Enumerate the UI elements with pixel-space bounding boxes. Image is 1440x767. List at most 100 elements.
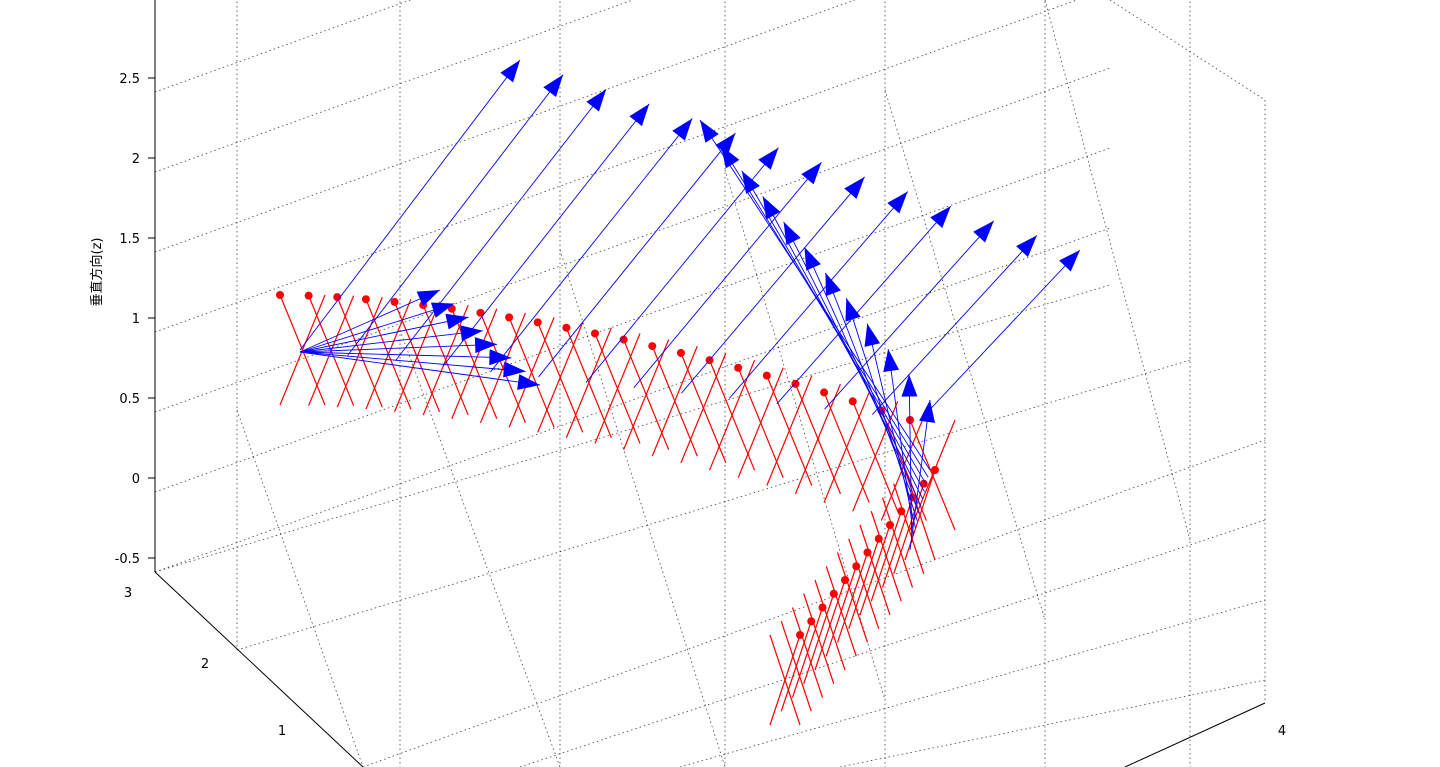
red-foot-marker [931, 466, 939, 474]
grid-line-back-3 [154, 0, 1078, 333]
x-tick-label: 4 [1278, 724, 1286, 739]
y-tick-label: 2 [201, 657, 209, 672]
z-tick-label: -0.5 [115, 552, 140, 567]
red-foot-marker [762, 371, 771, 380]
axes [154, 0, 1266, 767]
red-foot-marker [476, 308, 485, 317]
blue-arrow-shaft [299, 330, 483, 353]
grid-line-floor-x-5 [839, 679, 1266, 767]
blue-arrow-shaft [299, 289, 441, 353]
blue-arrow-shaft [490, 118, 693, 372]
blue-arrowhead [825, 272, 841, 297]
red-leg-line [451, 308, 498, 419]
red-foot-marker [533, 318, 542, 327]
blue-arrow-shaft [825, 272, 920, 514]
grid-lines [154, 0, 1266, 767]
red-leg-line [769, 634, 801, 726]
blue-arrow-series [299, 59, 1081, 551]
blue-arrow-shaft [299, 343, 498, 353]
red-foot-marker [791, 379, 800, 388]
z-tick-label: 1.5 [119, 232, 140, 247]
blue-arrowhead [801, 162, 822, 185]
z-tick-label: 0.5 [119, 392, 140, 407]
blue-arrow-shaft [887, 349, 915, 536]
red-foot-marker [807, 617, 816, 626]
grid-line-floor-x-3 [519, 519, 1266, 767]
red-foot-marker [919, 479, 928, 488]
red-leg-line [823, 392, 870, 503]
red-leg-line [836, 552, 869, 643]
blue-arrow-shaft [299, 351, 526, 372]
blue-arrowhead [700, 120, 719, 143]
z-tick-label: 0 [132, 472, 140, 487]
blue-arrowhead [715, 133, 736, 156]
blue-arrowhead [586, 89, 607, 112]
red-leg-line [393, 301, 441, 413]
grid-line-floor-x-1 [236, 359, 1191, 651]
blue-arrow-shaft [741, 170, 927, 485]
red-leg-line [508, 317, 555, 428]
red-foot-marker [863, 548, 872, 557]
blue-arrow-shaft [395, 88, 607, 362]
y-axis-line [154, 571, 364, 767]
grid-line-floor-y-4 [884, 89, 1046, 621]
blue-arrow-shaft [919, 249, 1081, 421]
red-foot-marker [648, 342, 657, 351]
blue-arrow-shaft [824, 220, 995, 410]
blue-arrowhead [445, 313, 469, 330]
blue-arrowhead [672, 118, 693, 141]
grid-line-floor-y-0 [236, 409, 364, 767]
red-leg-line [825, 566, 857, 657]
x-axis-line [1124, 702, 1266, 767]
red-leg-line [848, 538, 880, 629]
blue-arrowhead [629, 103, 650, 127]
red-foot-marker [796, 631, 804, 639]
blue-arrow-shaft [762, 196, 925, 493]
blue-arrowhead [741, 170, 760, 194]
blue-arrow-shaft [299, 303, 455, 353]
blue-arrowhead [1059, 250, 1080, 272]
blue-arrowhead [783, 221, 801, 246]
blue-arrow-shaft [783, 221, 924, 500]
blue-arrowhead [864, 323, 881, 347]
red-foot-marker [886, 521, 894, 529]
red-leg-line [803, 593, 835, 684]
z-tick-label: 1 [132, 312, 140, 327]
blue-arrow-shaft [804, 247, 922, 507]
z-tick-label: 2.5 [119, 72, 140, 87]
blue-arrowhead [543, 74, 564, 97]
red-leg-line [680, 352, 727, 464]
blue-arrowhead [430, 302, 455, 318]
red-leg-line [814, 579, 846, 671]
blue-arrowhead [804, 247, 821, 271]
blue-arrowhead [901, 374, 918, 397]
blue-arrow-shaft [908, 374, 913, 543]
red-leg-series [276, 291, 956, 726]
red-foot-marker [619, 335, 628, 344]
red-leg-line [479, 312, 527, 424]
blue-arrow-shaft [866, 323, 916, 529]
red-leg-line [594, 333, 641, 444]
red-leg-line [780, 621, 812, 712]
blue-arrow-shaft [442, 103, 650, 367]
red-leg-line [737, 367, 784, 478]
red-foot-marker [676, 348, 685, 357]
blue-arrowhead [845, 298, 861, 322]
red-leg-line [336, 296, 383, 408]
blue-arrow-shaft [633, 162, 822, 388]
blue-arrowhead [720, 145, 740, 169]
blue-arrowhead [416, 290, 440, 307]
grid-line-back-1 [154, 147, 1111, 493]
red-leg-line [909, 419, 956, 531]
red-leg-line [565, 327, 612, 438]
red-foot-marker [848, 397, 857, 406]
red-foot-marker [818, 603, 827, 612]
red-foot-marker [829, 589, 838, 598]
red-foot-marker [361, 295, 370, 304]
blue-arrow-shaft [299, 351, 541, 386]
grid-line-back-4 [154, 0, 856, 253]
red-leg-line [791, 607, 824, 698]
blue-arrowhead [500, 60, 520, 83]
red-leg-line [623, 339, 670, 450]
